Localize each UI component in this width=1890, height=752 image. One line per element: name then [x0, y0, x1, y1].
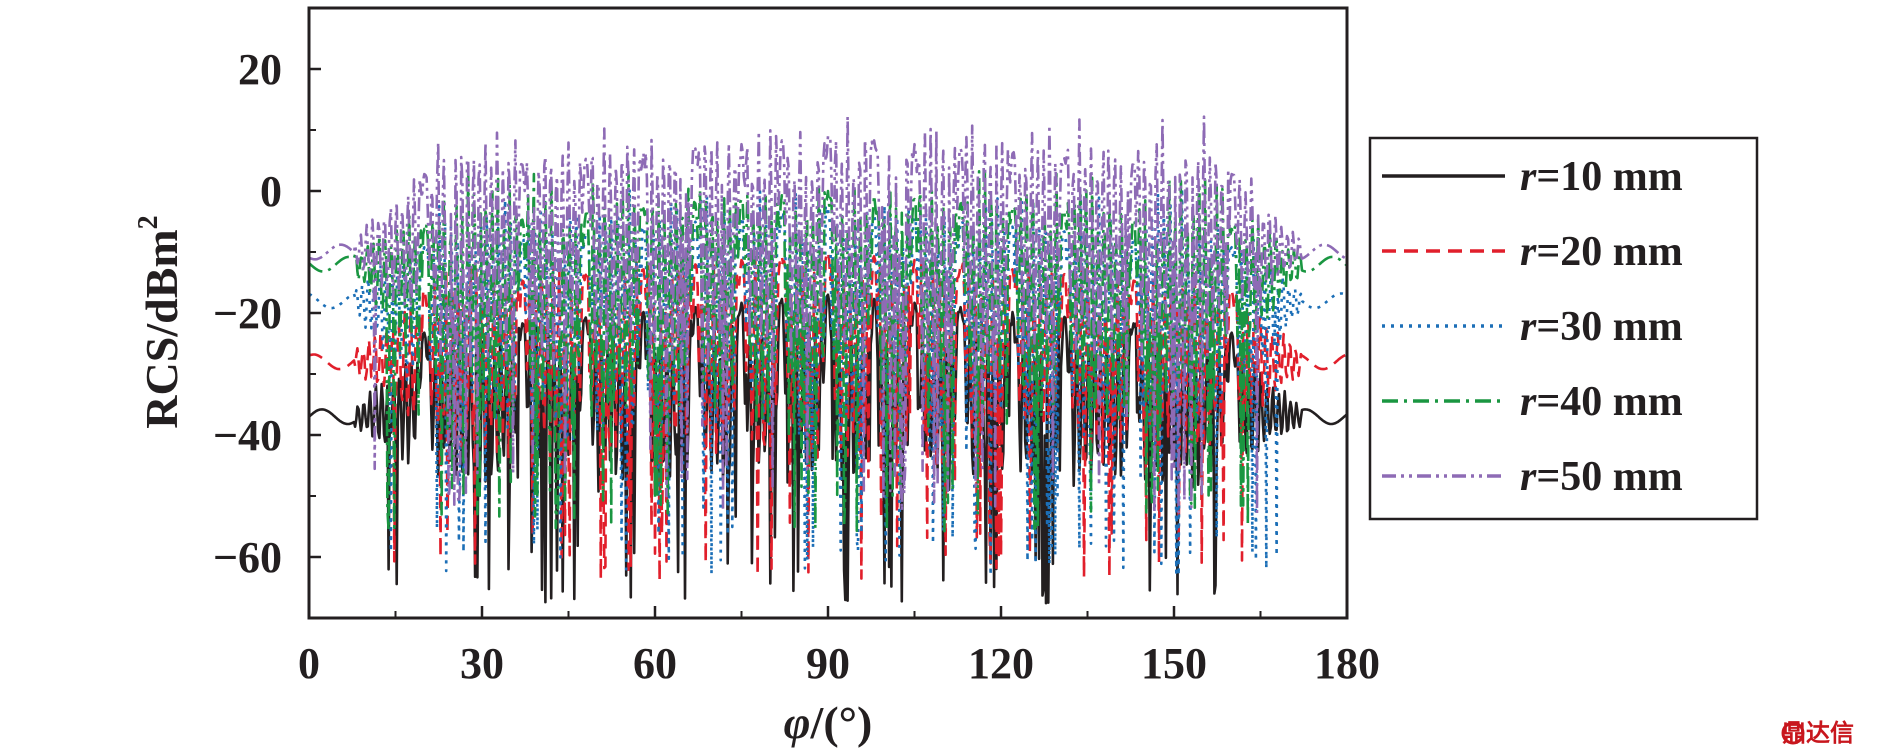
x-tick-label: 150: [1141, 639, 1207, 688]
x-tick-label: 0: [298, 639, 320, 688]
legend-label: r=20 mm: [1520, 229, 1683, 275]
series-layer: [309, 115, 1347, 605]
x-axis-symbol: φ: [784, 697, 811, 748]
y-axis-main: RCS/dBm: [136, 229, 187, 428]
legend-label-rest: =30 mm: [1536, 304, 1682, 350]
x-tick-label: 120: [968, 639, 1034, 688]
x-axis-unit: /(°): [810, 697, 873, 748]
y-tick-label: −60: [213, 533, 282, 582]
legend-label-var: r: [1520, 154, 1537, 200]
x-tick-label: 30: [460, 639, 504, 688]
legend-label-rest: =50 mm: [1536, 454, 1682, 500]
x-axis-title: φ/(°): [784, 697, 873, 748]
legend-label-var: r: [1520, 229, 1537, 275]
legend: r=10 mmr=20 mmr=30 mmr=40 mmr=50 mm: [1368, 136, 1759, 521]
watermark-logo: [1781, 721, 1805, 745]
legend-label: r=50 mm: [1520, 454, 1683, 500]
tick-layer: 0 30 60 90 120 150 180 20 0 −20 −40 −60: [213, 7, 1380, 688]
x-tick-label: 60: [633, 639, 677, 688]
y-tick-label: 0: [260, 167, 282, 216]
series-line: [309, 170, 1347, 533]
legend-label-rest: =40 mm: [1536, 379, 1682, 425]
legend-label: r=30 mm: [1520, 304, 1683, 350]
legend-label-rest: =10 mm: [1536, 154, 1682, 200]
legend-label-rest: =20 mm: [1536, 229, 1682, 275]
legend-label-var: r: [1520, 454, 1537, 500]
legend-box: [1368, 136, 1759, 521]
y-tick-label: 20: [238, 45, 282, 94]
legend-label: r=40 mm: [1520, 379, 1683, 425]
x-tick-label: 90: [806, 639, 850, 688]
x-tick-label: 180: [1314, 639, 1380, 688]
y-tick-label: −40: [213, 411, 282, 460]
y-axis-title: RCS/dBm2: [133, 215, 187, 428]
legend-label: r=10 mm: [1520, 154, 1683, 200]
y-axis-superscript: 2: [133, 215, 164, 229]
y-tick-label: −20: [213, 289, 282, 338]
legend-label-var: r: [1520, 379, 1537, 425]
legend-label-var: r: [1520, 304, 1537, 350]
